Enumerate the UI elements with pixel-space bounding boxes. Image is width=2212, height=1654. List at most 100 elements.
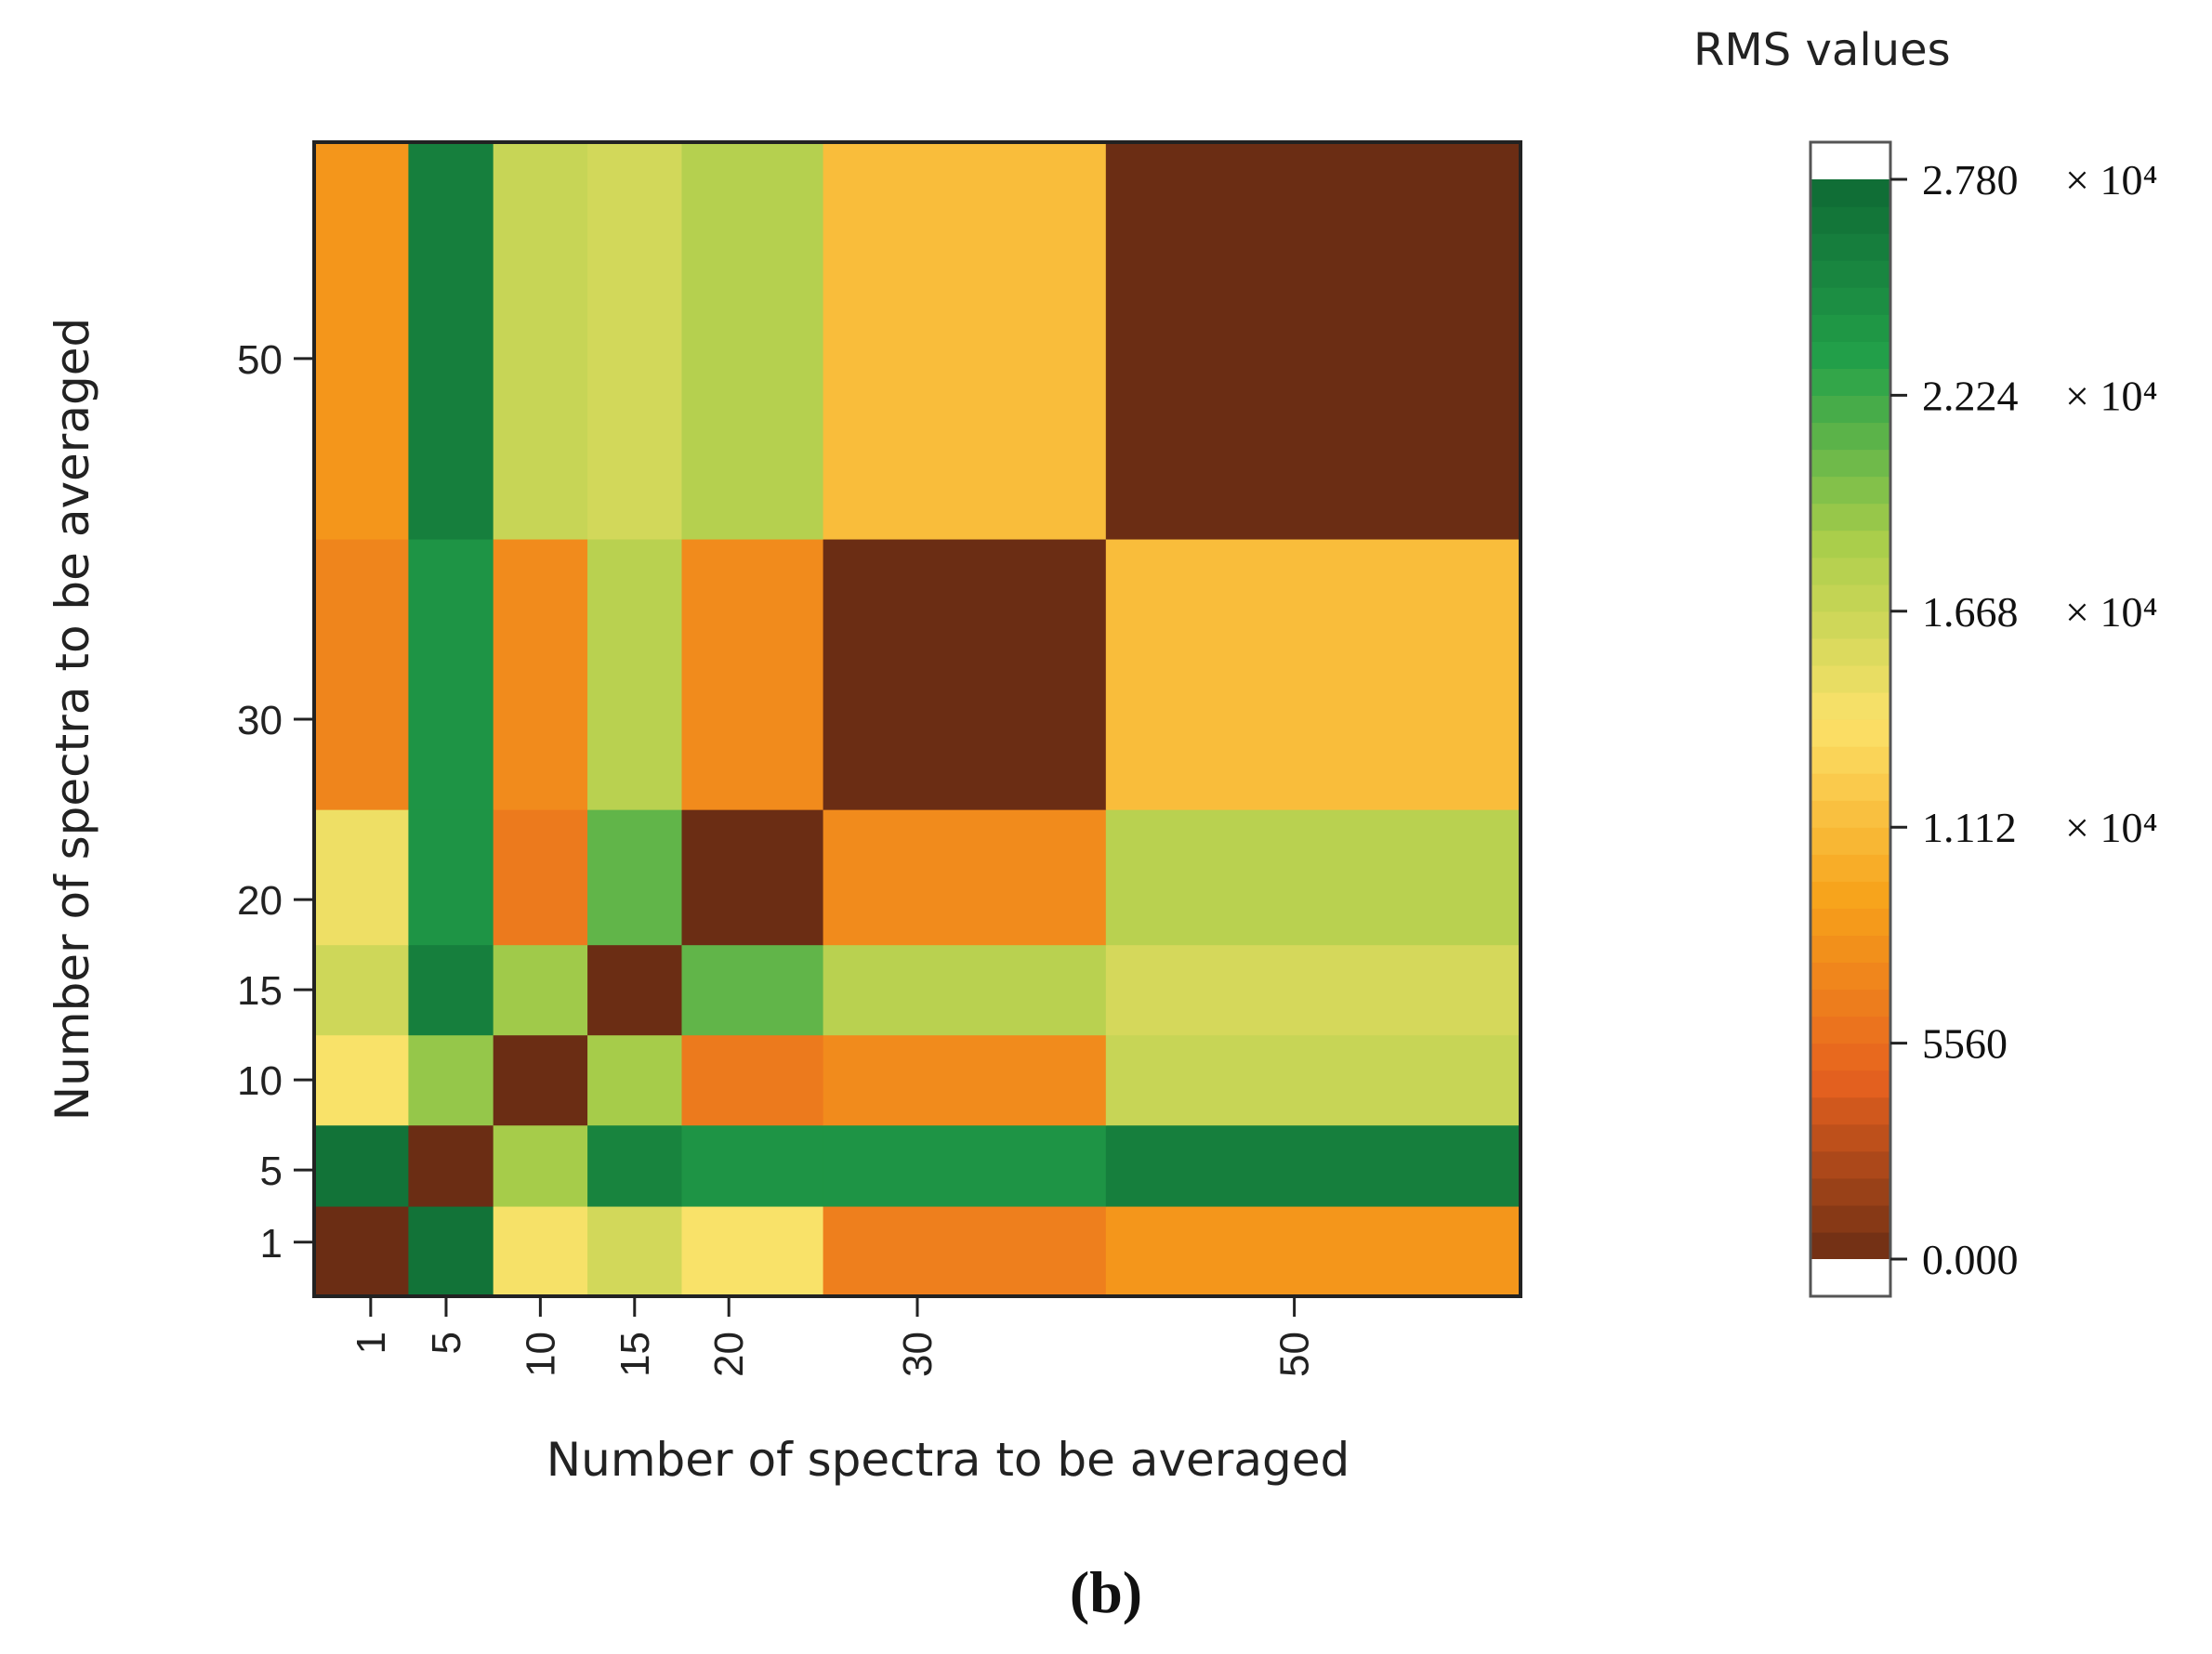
colorbar-band	[1810, 962, 1890, 991]
colorbar-multiplier: × 10⁴	[2065, 372, 2157, 419]
x-axis: 1 5 10 15 20 30 50	[349, 1296, 1318, 1377]
heatmap-cell-x5-y15	[408, 944, 494, 1036]
heatmap-cell-x50-y10	[1105, 1034, 1521, 1126]
colorbar-multiplier: × 10⁴	[2065, 804, 2157, 851]
colorbar-band	[1810, 314, 1890, 342]
heatmap-cell-x30-y10	[823, 1034, 1107, 1126]
panel-label: (b)	[1070, 1559, 1142, 1625]
heatmap-cell-x50-y30	[1105, 538, 1521, 810]
heatmap-cell-x30-y5	[823, 1124, 1107, 1207]
colorbar-frame	[1809, 140, 1892, 1298]
colorbar-band	[1810, 584, 1890, 612]
colorbar-band	[1810, 800, 1890, 828]
y-tick-label: 50	[237, 337, 283, 383]
colorbar-band	[1810, 746, 1890, 774]
heatmap-cell-x1-y10	[314, 1034, 410, 1126]
colorbar-band	[1810, 1096, 1890, 1125]
colorbar-bottom-extension	[1810, 1259, 1890, 1296]
colorbar-multiplier: × 10⁴	[2065, 156, 2157, 203]
y-tick-label: 1	[260, 1221, 283, 1267]
colorbar-band	[1810, 341, 1890, 369]
colorbar-tick-label: 2.224	[1922, 372, 2019, 419]
heatmap-cell-x50-y20	[1105, 809, 1521, 946]
colorbar-band	[1810, 503, 1890, 532]
colorbar-band	[1810, 1204, 1890, 1233]
y-tick-label: 10	[237, 1058, 283, 1104]
colorbar-multiplier: × 10⁴	[2065, 588, 2157, 636]
heatmap-cell-x30-y1	[823, 1205, 1107, 1297]
colorbar-band	[1810, 422, 1890, 451]
y-tick-label: 5	[260, 1149, 283, 1194]
heatmap-cell-x50-y50	[1105, 142, 1521, 540]
colorbar-band	[1810, 691, 1890, 720]
heatmap-cell-x20-y20	[681, 809, 824, 946]
heatmap-cell-x10-y5	[493, 1124, 588, 1207]
heatmap-cell-x50-y1	[1105, 1205, 1521, 1297]
y-tick-label: 20	[237, 878, 283, 924]
colorbar-tick-label: 0.000	[1922, 1236, 2019, 1283]
y-tick-label: 30	[237, 698, 283, 743]
heatmap-cell-x20-y15	[681, 944, 824, 1036]
heatmap-cell-x5-y50	[408, 142, 494, 540]
heatmap-cell-x5-y1	[408, 1205, 494, 1297]
x-tick-label: 15	[612, 1332, 658, 1377]
heatmap-cell-x5-y20	[408, 809, 494, 946]
x-tick-label: 10	[518, 1332, 563, 1377]
x-tick-label: 20	[706, 1332, 752, 1377]
colorbar-title: RMS values	[1693, 24, 1951, 76]
heatmap-cell-x1-y20	[314, 809, 410, 946]
colorbar-band	[1810, 206, 1890, 234]
colorbar-band	[1810, 989, 1890, 1017]
colorbar-tick-label: 5560	[1922, 1020, 2008, 1068]
colorbar-band	[1810, 664, 1890, 693]
colorbar-tick-label: 2.780	[1922, 156, 2019, 203]
colorbar-band	[1810, 881, 1890, 909]
x-tick-label: 1	[349, 1332, 394, 1354]
y-axis-title: Number of spectra to be averaged	[46, 318, 99, 1121]
y-tick-label: 15	[237, 968, 283, 1014]
heatmap-cell-x20-y50	[681, 142, 824, 540]
x-tick-label: 5	[424, 1332, 469, 1354]
colorbar: 0.000 5560 1.112 × 10⁴ 1.668 × 10⁴ 2.224 × 10⁴ 2…	[1809, 140, 2157, 1298]
x-axis-title: Number of spectra to be averaged	[546, 1433, 1350, 1487]
colorbar-band	[1810, 233, 1890, 261]
x-tick-label: 30	[895, 1332, 941, 1377]
heatmap-cell-x1-y15	[314, 944, 410, 1036]
colorbar-band	[1810, 1070, 1890, 1098]
colorbar-band	[1810, 1043, 1890, 1071]
heatmap-cell-x30-y50	[823, 142, 1107, 540]
heatmap-cell-x1-y50	[314, 142, 410, 540]
heatmap-cell-x10-y15	[493, 944, 588, 1036]
heatmap-cell-x10-y1	[493, 1205, 588, 1297]
heatmap-cell-x20-y1	[681, 1205, 824, 1297]
heatmap-cell-x15-y15	[587, 944, 683, 1036]
colorbar-band	[1810, 395, 1890, 424]
heatmap-cell-x50-y15	[1105, 944, 1521, 1036]
colorbar-band	[1810, 610, 1890, 639]
x-tick-label: 50	[1272, 1332, 1318, 1377]
colorbar-band	[1810, 773, 1890, 801]
heatmap-cell-x10-y20	[493, 809, 588, 946]
heatmap-cell-x1-y30	[314, 538, 410, 810]
colorbar-band	[1810, 1231, 1890, 1260]
colorbar-band	[1810, 908, 1890, 936]
heatmap-cell-x5-y5	[408, 1124, 494, 1207]
colorbar-band	[1810, 287, 1890, 315]
heatmap-cell-x50-y5	[1105, 1124, 1521, 1207]
colorbar-band	[1810, 260, 1890, 288]
heatmap-cell-x15-y10	[587, 1034, 683, 1126]
heatmap-cells	[314, 142, 1521, 1297]
heatmap-cell-x5-y10	[408, 1034, 494, 1126]
heatmap-cell-x1-y5	[314, 1124, 410, 1207]
heatmap-cell-x15-y5	[587, 1124, 683, 1207]
colorbar-band	[1810, 530, 1890, 558]
heatmap-cell-x30-y20	[823, 809, 1107, 946]
colorbar-band	[1810, 637, 1890, 666]
heatmap-cell-x20-y5	[681, 1124, 824, 1207]
colorbar-band	[1810, 827, 1890, 855]
colorbar-band	[1810, 1123, 1890, 1152]
heatmap-cell-x30-y15	[823, 944, 1107, 1036]
colorbar-band	[1810, 935, 1890, 964]
